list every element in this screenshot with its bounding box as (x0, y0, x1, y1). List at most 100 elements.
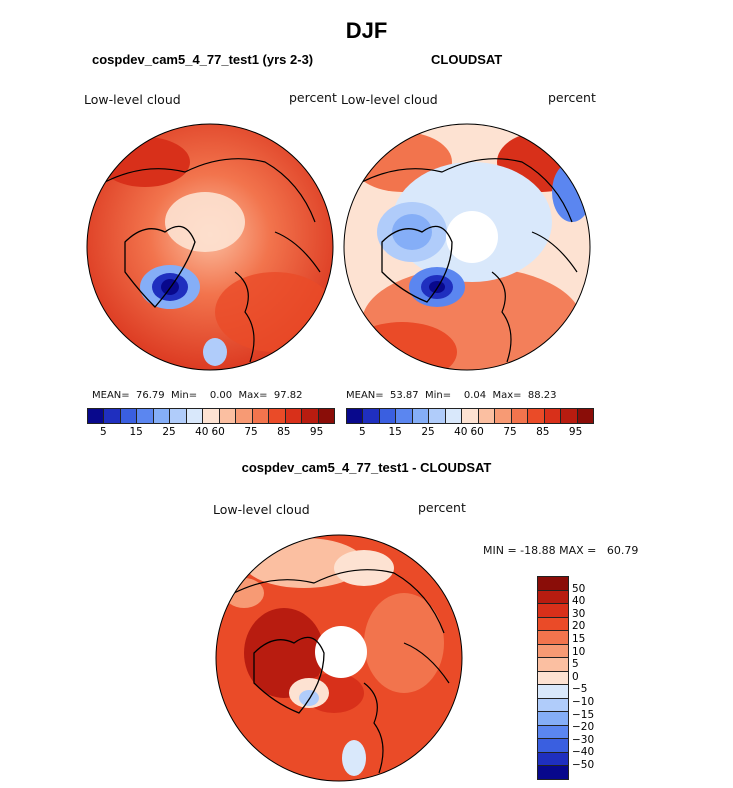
colorbar-swatch (302, 409, 319, 423)
colorbar-swatch (396, 409, 413, 423)
colorbar-swatch (538, 698, 568, 713)
panel3-colorbar (537, 576, 569, 780)
colorbar-swatch (219, 409, 237, 423)
colorbar-swatch (577, 409, 594, 423)
colorbar-tick-label: 85 (536, 426, 550, 438)
panel3-colorbar-ticks: 50 40 30 20 15 10 5 0 −5 −10 −15 −20 −30 −40 −50 (572, 576, 612, 778)
panel2-units-label: percent (548, 90, 596, 105)
panel3-stats: MIN = -18.88 MAX = 60.79 (483, 544, 639, 557)
colorbar-swatch (538, 590, 568, 605)
panel2-colorbar (346, 408, 594, 424)
panel3-map (215, 534, 463, 782)
colorbar-tick-label: 40 (454, 426, 468, 438)
panel2-stats: MEAN= 53.87 Min= 0.04 Max= 88.23 (346, 390, 557, 401)
colorbar-tick-label: 5 (572, 658, 579, 671)
colorbar-tick-label: 0 (572, 670, 579, 683)
colorbar-swatch (538, 631, 568, 645)
colorbar-tick-label: −20 (572, 721, 595, 734)
colorbar-swatch (285, 409, 303, 423)
panel1-title: cospdev_cam5_4_77_test1 (yrs 2-3) (92, 52, 314, 67)
colorbar-swatch (538, 617, 568, 632)
colorbar-swatch (153, 409, 171, 423)
colorbar-swatch (120, 409, 138, 423)
colorbar-tick-label: −30 (572, 733, 595, 746)
panel3-missing-data-hole (315, 626, 367, 678)
colorbar-tick-label: −5 (572, 683, 588, 696)
colorbar-tick-label: 10 (572, 645, 586, 658)
colorbar-tick-label: 30 (572, 607, 586, 620)
colorbar-tick-label: 95 (568, 426, 583, 438)
colorbar-tick-label: 5 (359, 426, 366, 438)
colorbar-tick-label: −40 (572, 746, 595, 759)
colorbar-swatch (538, 577, 568, 591)
colorbar-swatch (538, 644, 568, 659)
colorbar-tick-label: 75 (244, 426, 258, 438)
panel1-arctic-ocean (165, 192, 245, 252)
colorbar-tick-label: 25 (162, 426, 176, 438)
colorbar-swatch (538, 725, 568, 740)
colorbar-swatch (462, 409, 479, 423)
panel2-map (343, 123, 591, 371)
colorbar-swatch (429, 409, 446, 423)
colorbar-tick-label: 50 (572, 582, 586, 595)
panel2-title: CLOUDSAT (431, 52, 503, 67)
panel1-stats: MEAN= 76.79 Min= 0.00 Max= 97.82 (92, 390, 303, 401)
colorbar-swatch (478, 409, 496, 423)
colorbar-swatch (528, 409, 545, 423)
colorbar-swatch (363, 409, 380, 423)
panel3-units-label: percent (418, 500, 466, 515)
colorbar-swatch (538, 712, 568, 726)
panel1-map (86, 123, 334, 371)
colorbar-swatch (104, 409, 121, 423)
colorbar-swatch (236, 409, 253, 423)
colorbar-tick-label: 95 (309, 426, 324, 438)
panel1-colorbar-ticks: 5 15 25 40 60 75 85 95 (87, 426, 333, 440)
colorbar-swatch (170, 409, 187, 423)
panel1-region-high (100, 137, 190, 187)
colorbar-swatch (347, 409, 364, 423)
colorbar-swatch (544, 409, 562, 423)
colorbar-tick-label: 15 (572, 632, 586, 645)
panel3-region-high (244, 608, 324, 698)
colorbar-swatch (511, 409, 529, 423)
colorbar-swatch (538, 671, 568, 686)
colorbar-tick-label: 60 (211, 426, 225, 438)
colorbar-swatch (412, 409, 430, 423)
colorbar-tick-label: 20 (572, 620, 586, 633)
panel3-greenland-negative (299, 690, 319, 706)
panel3-variable-label: Low-level cloud (213, 502, 310, 517)
colorbar-swatch (88, 409, 105, 423)
panel1-variable-label: Low-level cloud (84, 92, 181, 107)
colorbar-swatch (538, 685, 568, 699)
colorbar-swatch (269, 409, 286, 423)
colorbar-tick-label: 85 (277, 426, 291, 438)
colorbar-tick-label: 75 (503, 426, 517, 438)
colorbar-swatch (186, 409, 204, 423)
colorbar-tick-label: 25 (421, 426, 435, 438)
colorbar-tick-label: 15 (388, 426, 402, 438)
colorbar-tick-label: −50 (572, 758, 595, 771)
colorbar-tick-label: 40 (195, 426, 209, 438)
colorbar-tick-label: −10 (572, 695, 595, 708)
colorbar-swatch (538, 739, 568, 753)
colorbar-swatch (137, 409, 154, 423)
colorbar-swatch (538, 604, 568, 618)
colorbar-swatch (538, 658, 568, 672)
panel2-colorbar-ticks: 5 15 25 40 60 75 85 95 (346, 426, 592, 440)
colorbar-tick-label: 15 (129, 426, 143, 438)
colorbar-swatch (445, 409, 463, 423)
panel2-variable-label: Low-level cloud (341, 92, 438, 107)
colorbar-tick-label: 40 (572, 595, 586, 608)
panel3-title: cospdev_cam5_4_77_test1 - CLOUDSAT (241, 460, 492, 475)
colorbar-swatch (318, 409, 335, 423)
colorbar-tick-label: 60 (470, 426, 484, 438)
colorbar-swatch (495, 409, 512, 423)
colorbar-swatch (538, 766, 568, 779)
panel1-units-label: percent (289, 90, 337, 105)
colorbar-tick-label: −15 (572, 708, 595, 721)
colorbar-swatch (379, 409, 397, 423)
colorbar-tick-label: 5 (100, 426, 107, 438)
colorbar-swatch (561, 409, 578, 423)
colorbar-swatch (538, 752, 568, 767)
panel1-colorbar (87, 408, 335, 424)
